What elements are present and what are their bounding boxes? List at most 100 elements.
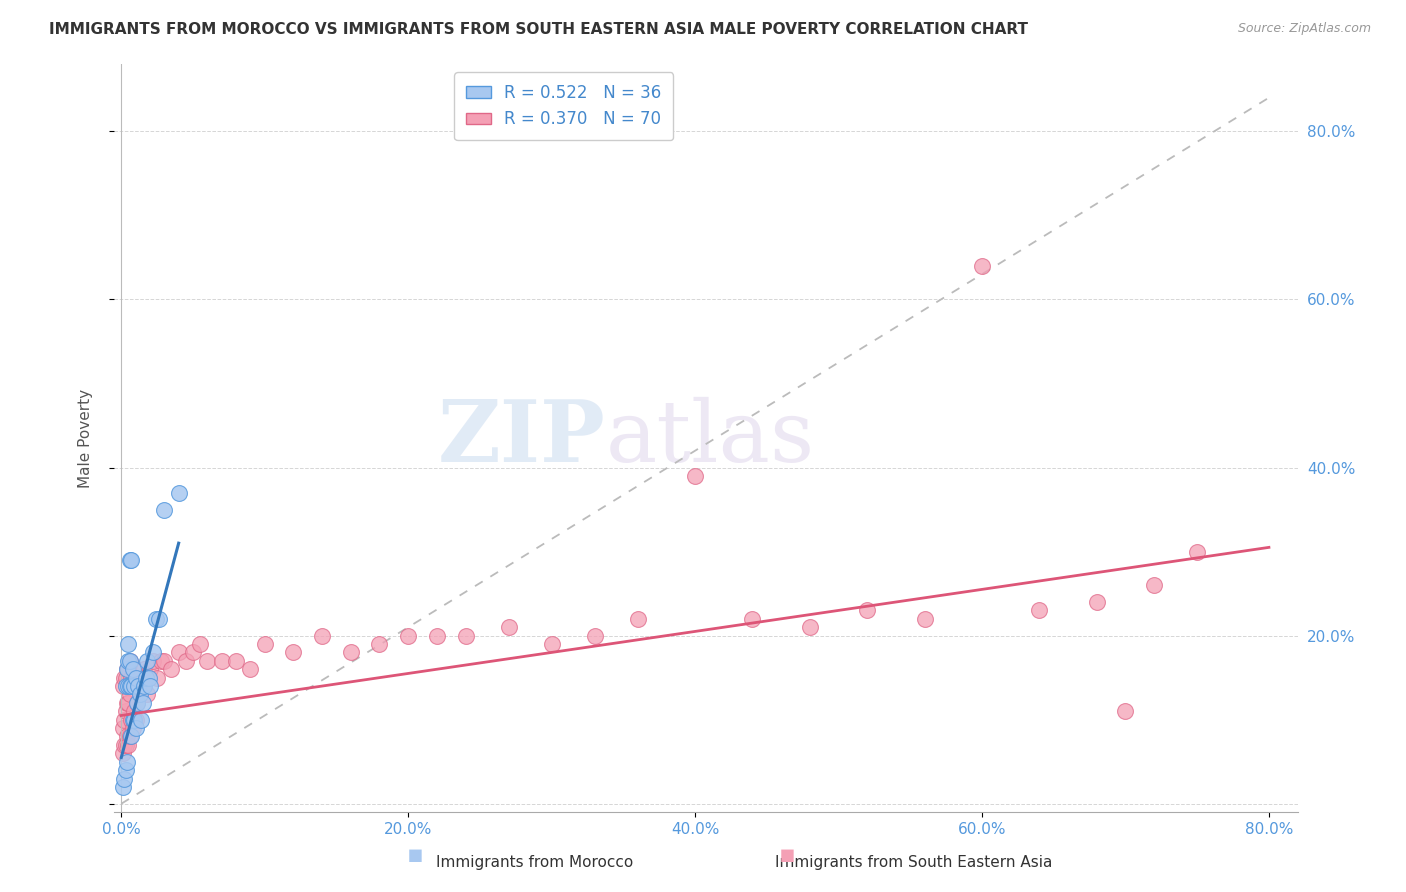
Text: Source: ZipAtlas.com: Source: ZipAtlas.com (1237, 22, 1371, 36)
Point (114, 704, 136, 718)
Point (160, 662, 183, 676)
Point (1028, 603, 1050, 617)
Point (136, 654, 159, 668)
Text: IMMIGRANTS FROM MOROCCO VS IMMIGRANTS FROM SOUTH EASTERN ASIA MALE POVERTY CORRE: IMMIGRANTS FROM MOROCCO VS IMMIGRANTS FR… (49, 22, 1028, 37)
Point (112, 772, 135, 786)
Point (396, 629, 419, 643)
Point (540, 637, 562, 651)
Point (115, 662, 138, 676)
Point (311, 629, 333, 643)
Point (167, 485, 190, 500)
Point (167, 645, 190, 659)
Point (125, 696, 148, 710)
Point (583, 629, 606, 643)
Point (114, 763, 136, 777)
Point (118, 553, 141, 567)
Point (454, 629, 477, 643)
Point (340, 645, 363, 659)
Point (117, 738, 139, 752)
Point (112, 713, 135, 727)
Point (112, 671, 135, 685)
Point (627, 612, 650, 626)
Point (1143, 578, 1166, 592)
Point (145, 612, 167, 626)
Point (111, 780, 134, 794)
Point (120, 553, 142, 567)
Point (115, 730, 138, 744)
Point (1185, 544, 1208, 558)
Point (122, 713, 145, 727)
Point (115, 662, 138, 676)
Text: atlas: atlas (605, 397, 814, 480)
Point (142, 645, 165, 659)
Point (118, 654, 141, 668)
Point (124, 671, 146, 685)
Point (741, 612, 763, 626)
Legend: R = 0.522   N = 36, R = 0.370   N = 70: R = 0.522 N = 36, R = 0.370 N = 70 (454, 72, 673, 140)
Point (121, 721, 143, 735)
Point (111, 747, 134, 761)
Point (117, 696, 139, 710)
Point (120, 713, 142, 727)
Point (146, 671, 169, 685)
Point (134, 679, 156, 693)
Point (118, 654, 141, 668)
Point (683, 469, 706, 483)
Point (128, 679, 150, 693)
Point (148, 612, 170, 626)
Point (142, 654, 165, 668)
Point (498, 620, 520, 634)
Y-axis label: Male Poverty: Male Poverty (79, 389, 93, 488)
Point (120, 730, 142, 744)
Point (426, 629, 449, 643)
Point (117, 679, 139, 693)
Point (188, 637, 211, 651)
Point (856, 603, 879, 617)
Point (135, 671, 157, 685)
Text: Immigrants from Morocco: Immigrants from Morocco (436, 855, 633, 870)
Point (124, 671, 146, 685)
Text: Immigrants from South Eastern Asia: Immigrants from South Eastern Asia (775, 855, 1053, 870)
Point (239, 662, 262, 676)
Point (283, 645, 305, 659)
Point (150, 654, 173, 668)
Point (111, 721, 134, 735)
Point (129, 688, 152, 702)
Point (136, 688, 159, 702)
Point (117, 637, 139, 651)
Point (914, 612, 936, 626)
Point (153, 654, 176, 668)
Point (121, 662, 143, 676)
Point (115, 755, 138, 769)
Point (124, 721, 146, 735)
Point (120, 679, 142, 693)
Text: ▪: ▪ (779, 843, 796, 867)
Point (1114, 704, 1136, 718)
Point (115, 696, 138, 710)
Point (112, 738, 135, 752)
Point (134, 662, 156, 676)
Point (114, 671, 136, 685)
Point (970, 259, 993, 273)
Point (253, 637, 276, 651)
Point (118, 730, 141, 744)
Point (211, 654, 233, 668)
Point (225, 654, 247, 668)
Point (125, 696, 148, 710)
Point (1085, 595, 1108, 609)
Point (132, 679, 155, 693)
Point (128, 679, 150, 693)
Point (122, 679, 145, 693)
Point (121, 679, 143, 693)
Text: ▪: ▪ (406, 843, 423, 867)
Point (138, 671, 160, 685)
Point (132, 696, 155, 710)
Point (139, 679, 162, 693)
Point (114, 738, 136, 752)
Point (139, 662, 162, 676)
Point (124, 713, 146, 727)
Point (117, 654, 139, 668)
Point (129, 688, 152, 702)
Point (118, 679, 141, 693)
Point (131, 713, 153, 727)
